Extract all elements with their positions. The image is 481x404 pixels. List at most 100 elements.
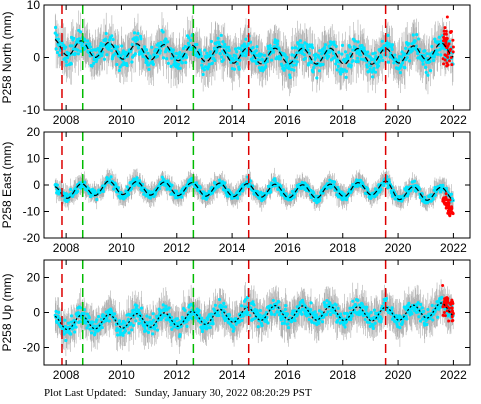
data-point xyxy=(251,45,255,50)
data-point xyxy=(61,43,66,47)
y-axis-label: P258 North (mm) xyxy=(0,11,14,103)
data-point xyxy=(318,198,322,202)
data-point xyxy=(117,322,121,326)
data-point xyxy=(144,329,148,333)
data-point xyxy=(292,195,296,199)
data-point xyxy=(332,40,336,44)
data-point xyxy=(348,45,352,49)
data-point xyxy=(344,75,348,80)
recent-point xyxy=(450,206,454,210)
data-point xyxy=(264,64,268,68)
recent-point xyxy=(448,198,452,202)
data-point xyxy=(327,54,331,58)
data-point xyxy=(71,325,76,329)
data-point xyxy=(358,50,362,54)
data-point xyxy=(231,58,236,62)
data-point xyxy=(393,53,397,57)
data-point xyxy=(312,65,316,70)
data-point xyxy=(370,75,375,79)
data-point xyxy=(136,308,141,312)
data-point xyxy=(79,49,83,53)
data-point xyxy=(423,49,427,53)
data-point xyxy=(360,43,364,48)
data-point xyxy=(151,312,155,316)
data-point xyxy=(222,45,226,49)
data-point xyxy=(75,40,79,44)
data-point xyxy=(246,42,250,46)
data-point xyxy=(309,60,314,64)
data-point xyxy=(233,47,238,51)
data-point xyxy=(57,41,61,45)
recent-point xyxy=(444,195,448,199)
data-point xyxy=(368,67,372,71)
data-point xyxy=(218,52,222,56)
data-point xyxy=(415,32,419,37)
data-point xyxy=(109,49,114,53)
data-point xyxy=(130,328,134,332)
recent-point xyxy=(444,204,448,208)
data-point xyxy=(318,49,322,53)
data-point xyxy=(74,325,78,329)
data-point xyxy=(441,183,445,187)
data-point xyxy=(435,49,439,53)
data-point xyxy=(417,187,422,191)
data-point xyxy=(423,195,427,199)
data-point xyxy=(288,73,292,77)
data-point xyxy=(137,321,141,326)
data-point xyxy=(306,48,310,52)
recent-point xyxy=(442,62,446,66)
data-point xyxy=(58,317,62,321)
x-tick-label: 2012 xyxy=(163,241,190,255)
data-point xyxy=(286,62,290,66)
data-point xyxy=(86,39,90,43)
data-point xyxy=(83,180,87,184)
data-point xyxy=(123,321,127,325)
data-point xyxy=(105,316,109,320)
recent-point xyxy=(444,32,448,36)
data-point xyxy=(134,319,138,323)
data-point xyxy=(433,193,437,197)
data-point xyxy=(268,44,272,48)
data-point xyxy=(57,310,61,314)
data-point xyxy=(145,48,149,52)
recent-point xyxy=(451,45,455,49)
data-point xyxy=(150,45,154,49)
data-point xyxy=(431,197,435,201)
data-point xyxy=(355,51,359,55)
data-point xyxy=(328,178,332,182)
data-point xyxy=(138,311,142,315)
data-point xyxy=(213,58,217,63)
data-point xyxy=(187,36,191,40)
data-point xyxy=(288,75,292,80)
data-point xyxy=(405,55,409,60)
x-tick-label: 2020 xyxy=(385,241,412,255)
data-point xyxy=(339,72,343,76)
data-point xyxy=(99,322,104,326)
data-point xyxy=(205,51,209,55)
data-point xyxy=(277,47,281,51)
data-point xyxy=(340,43,345,47)
data-point xyxy=(142,45,147,49)
data-point xyxy=(59,324,64,328)
data-point xyxy=(235,50,239,54)
data-point xyxy=(85,312,89,316)
data-point xyxy=(55,33,59,37)
y-tick-label: -10 xyxy=(23,103,41,117)
data-point xyxy=(436,52,440,56)
data-point xyxy=(411,33,415,37)
recent-point xyxy=(451,38,455,42)
data-point xyxy=(321,62,325,67)
data-point xyxy=(62,332,66,336)
x-tick-label: 2016 xyxy=(274,241,301,255)
y-axis-label: P258 East (mm) xyxy=(0,142,14,229)
data-point xyxy=(153,327,157,331)
y-tick-label: -10 xyxy=(23,205,41,219)
data-point xyxy=(238,192,242,196)
data-point xyxy=(174,61,178,65)
data-point xyxy=(69,187,73,192)
data-point xyxy=(332,180,337,184)
recent-point xyxy=(443,26,447,30)
data-point xyxy=(54,309,58,314)
data-point xyxy=(181,191,186,195)
data-point xyxy=(238,58,242,62)
